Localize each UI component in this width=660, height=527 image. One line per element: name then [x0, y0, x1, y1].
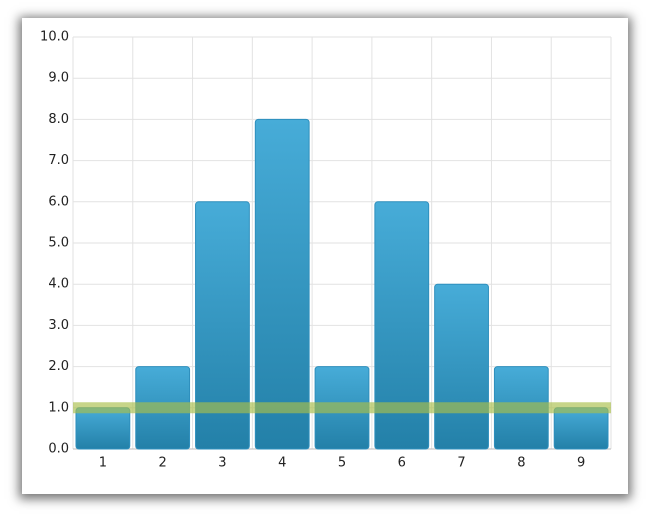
x-tick-label: 5	[338, 456, 346, 471]
x-tick-label: 4	[278, 456, 286, 471]
y-tick-label: 6.0	[48, 194, 69, 209]
x-tick-label: 7	[457, 456, 465, 471]
y-tick-label: 7.0	[48, 153, 69, 168]
y-tick-label: 5.0	[48, 236, 69, 251]
bar	[254, 118, 310, 450]
y-tick-label: 1.0	[48, 400, 69, 415]
x-tick-label: 6	[398, 456, 406, 471]
x-tick-label: 2	[159, 456, 167, 471]
y-tick-label: 0.0	[48, 442, 69, 457]
bar	[553, 407, 609, 450]
x-tick-label: 1	[99, 456, 107, 471]
y-tick-label: 3.0	[48, 318, 69, 333]
y-tick-label: 2.0	[48, 359, 69, 374]
x-tick-label: 8	[517, 456, 525, 471]
bar	[374, 201, 430, 450]
y-tick-label: 4.0	[48, 277, 69, 292]
y-tick-label: 10.0	[40, 30, 69, 45]
x-tick-label: 3	[218, 456, 226, 471]
y-tick-label: 9.0	[48, 71, 69, 86]
y-tick-label: 8.0	[48, 112, 69, 127]
bar	[195, 201, 250, 450]
bar	[434, 283, 489, 450]
bar	[75, 407, 131, 450]
x-tick-label: 9	[577, 456, 585, 471]
